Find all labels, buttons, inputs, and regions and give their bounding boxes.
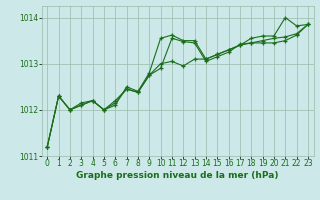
X-axis label: Graphe pression niveau de la mer (hPa): Graphe pression niveau de la mer (hPa): [76, 171, 279, 180]
